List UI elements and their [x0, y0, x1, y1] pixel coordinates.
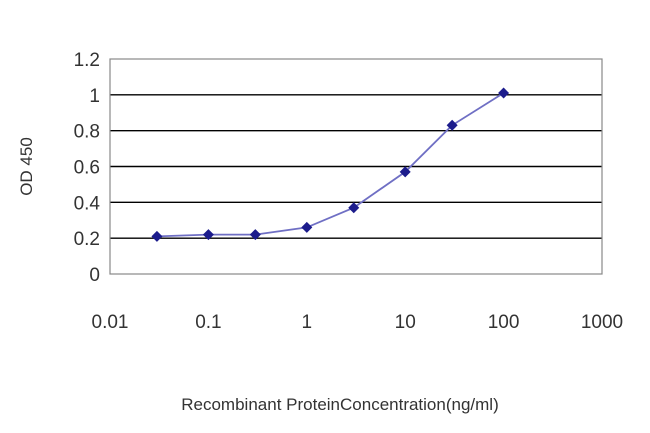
data-point — [202, 229, 214, 241]
x-tick-label: 0.1 — [195, 312, 221, 333]
series — [151, 87, 510, 242]
data-point — [446, 119, 458, 131]
data-point — [151, 230, 163, 242]
y-tick-label: 1.2 — [74, 50, 100, 71]
gridlines — [110, 94, 602, 239]
y-axis-title: OD 450 — [17, 137, 36, 196]
data-point — [301, 221, 313, 233]
data-point — [249, 229, 261, 241]
data-point — [399, 166, 411, 178]
y-tick-labels: 0 0.2 0.4 0.6 0.8 1 1.2 — [74, 50, 101, 286]
x-tick-label: 10 — [395, 312, 416, 333]
y-tick-label: 0.6 — [74, 158, 100, 179]
y-tick-label: 0 — [89, 265, 100, 286]
y-tick-label: 1 — [89, 86, 100, 107]
data-point — [348, 202, 360, 214]
series-line — [156, 92, 505, 238]
x-tick-label: 1 — [302, 312, 313, 333]
y-tick-label: 0.8 — [74, 122, 100, 143]
x-axis-title: Recombinant ProteinConcentration(ng/ml) — [181, 395, 499, 414]
y-tick-label: 0.4 — [74, 193, 101, 214]
y-tick-label: 0.2 — [74, 229, 100, 250]
x-tick-label: 0.01 — [92, 312, 129, 333]
x-tick-label: 100 — [488, 312, 520, 333]
plot-area — [109, 58, 603, 275]
x-tick-label: 1000 — [581, 312, 623, 333]
data-point — [498, 87, 510, 99]
x-tick-labels: 0.01 0.1 1 10 100 1000 — [92, 312, 624, 333]
